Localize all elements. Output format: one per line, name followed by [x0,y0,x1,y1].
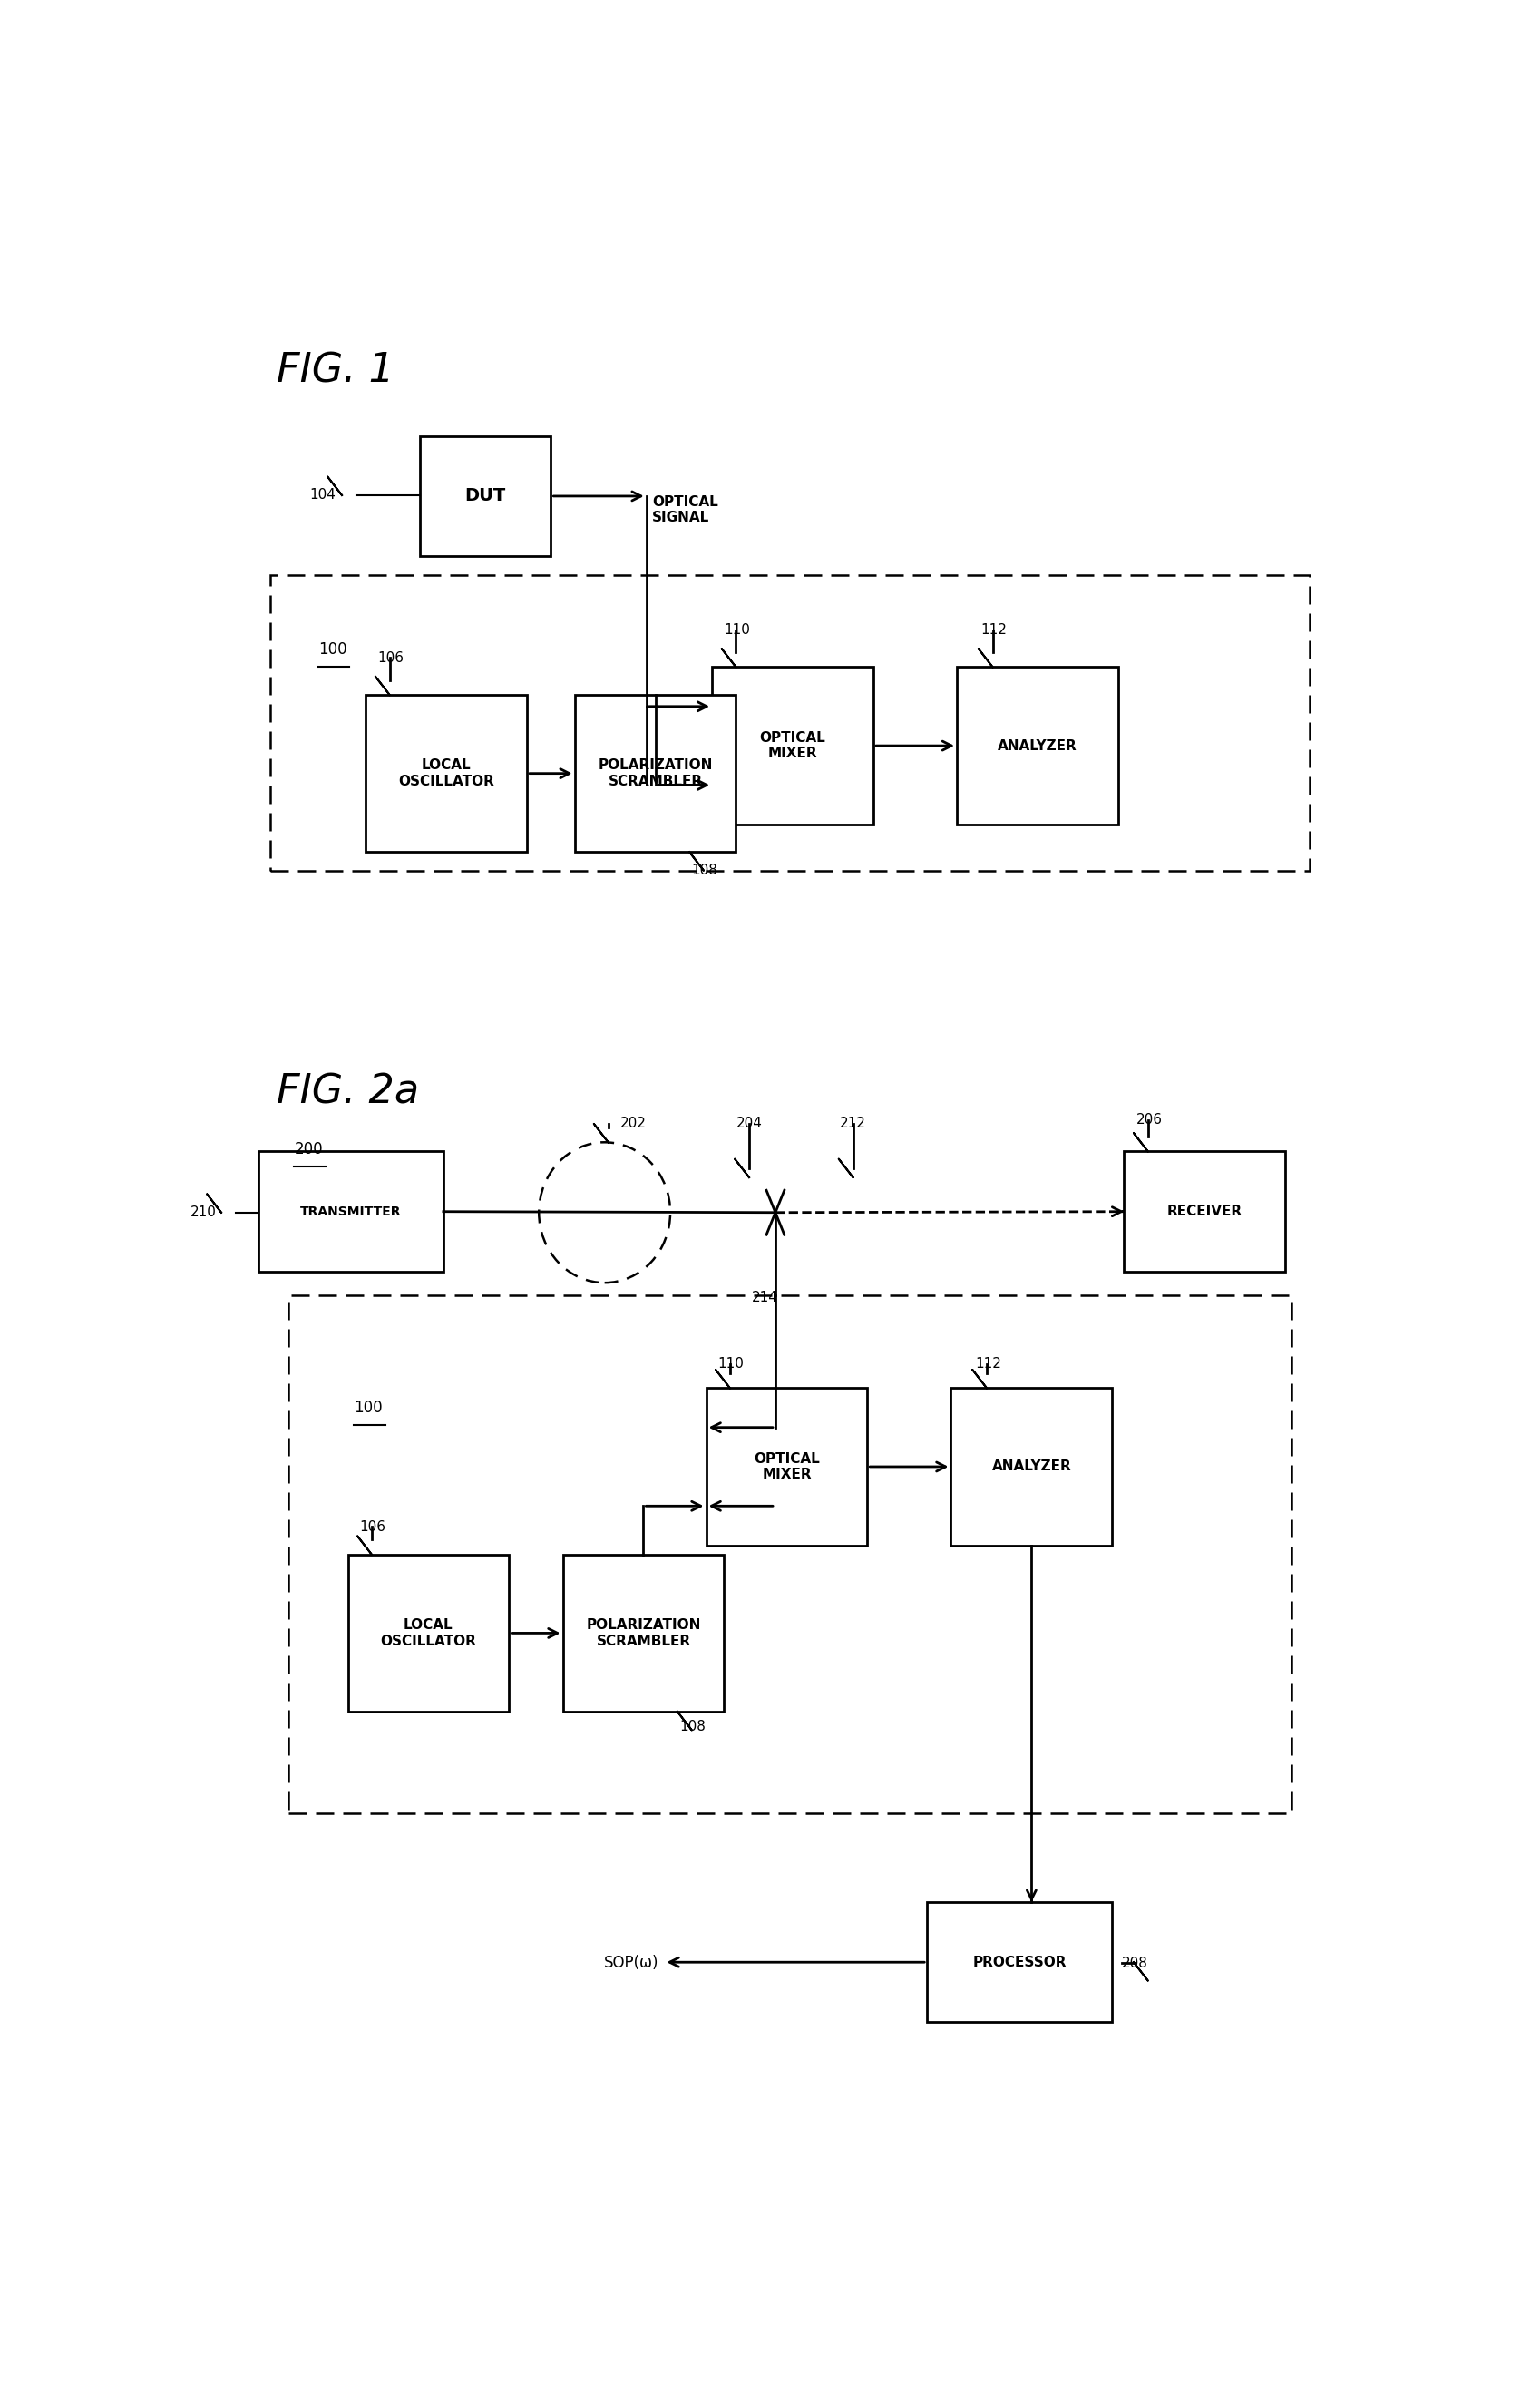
Bar [270,574,1309,872]
Text: 100: 100 [317,641,346,658]
Text: 214: 214 [752,1292,778,1304]
Text: ANALYZER: ANALYZER [992,1460,1070,1474]
Bar [711,667,873,824]
Bar [365,694,527,852]
Bar [950,1388,1112,1546]
Text: LOCAL
OSCILLATOR: LOCAL OSCILLATOR [399,759,494,788]
Text: FIG. 2a: FIG. 2a [276,1073,419,1112]
Bar [259,1152,444,1273]
Bar [705,1388,867,1546]
Text: 110: 110 [718,1357,744,1371]
Bar [1124,1152,1284,1273]
Text: PROCESSOR: PROCESSOR [972,1954,1066,1969]
Text: 208: 208 [1121,1957,1147,1969]
Text: ANALYZER: ANALYZER [996,740,1076,752]
Text: 100: 100 [317,641,346,658]
Text: 112: 112 [981,624,1006,636]
Text: 112: 112 [975,1357,1001,1371]
Text: POLARIZATION
SCRAMBLER: POLARIZATION SCRAMBLER [598,759,713,788]
Text: OPTICAL
MIXER: OPTICAL MIXER [753,1453,819,1481]
Text: 210: 210 [191,1205,216,1220]
Text: TRANSMITTER: TRANSMITTER [300,1205,402,1217]
Text: RECEIVER: RECEIVER [1166,1205,1241,1217]
Text: 200: 200 [294,1140,322,1157]
Bar [348,1553,508,1712]
Text: OPTICAL
MIXER: OPTICAL MIXER [759,730,825,761]
Text: 110: 110 [724,624,750,636]
Text: OPTICAL
SIGNAL: OPTICAL SIGNAL [651,495,718,526]
Text: 200: 200 [294,1140,322,1157]
Text: 212: 212 [839,1116,865,1131]
Text: 204: 204 [736,1116,762,1131]
Text: 100: 100 [354,1400,382,1417]
Text: 108: 108 [691,864,718,876]
Text: 104: 104 [310,487,336,502]
Bar [574,694,736,852]
Text: DUT: DUT [465,487,505,504]
Text: 106: 106 [360,1520,387,1534]
Text: 202: 202 [619,1116,645,1131]
Text: FIG. 1: FIG. 1 [276,353,394,391]
Bar [288,1297,1291,1813]
Bar [956,667,1118,824]
Bar [927,1902,1112,2022]
Text: POLARIZATION
SCRAMBLER: POLARIZATION SCRAMBLER [585,1618,701,1647]
Text: 108: 108 [679,1719,705,1734]
Bar [562,1553,724,1712]
Text: 100: 100 [354,1400,382,1417]
Bar [419,437,551,557]
Text: SOP(ω): SOP(ω) [604,1954,658,1971]
Text: 206: 206 [1135,1114,1161,1126]
Text: LOCAL
OSCILLATOR: LOCAL OSCILLATOR [380,1618,476,1647]
Text: 106: 106 [377,651,403,665]
